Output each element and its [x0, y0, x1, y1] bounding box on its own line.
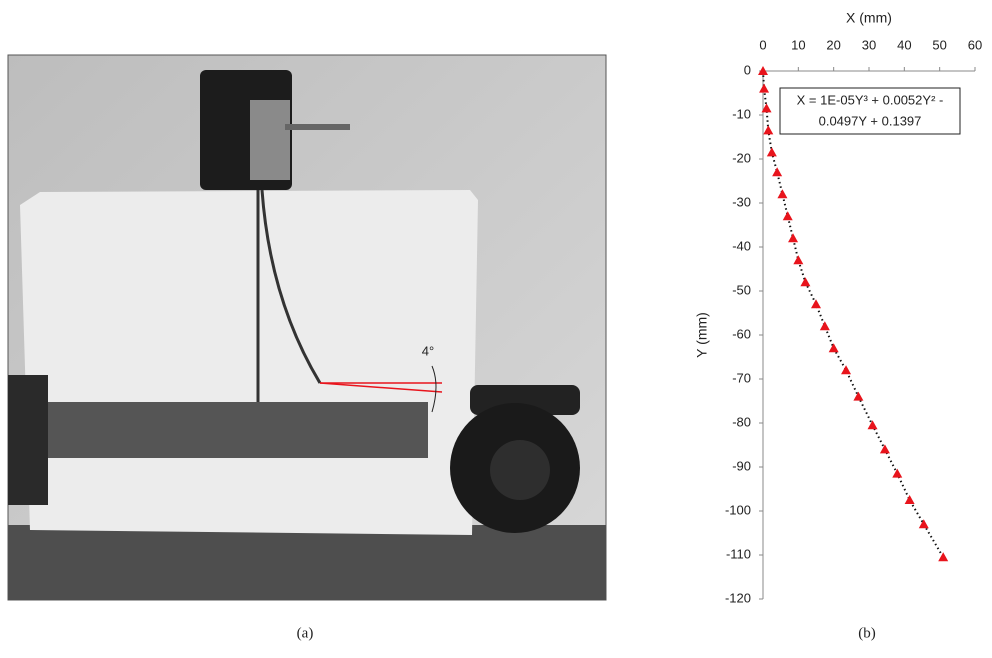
paper-block	[20, 190, 478, 535]
marker	[763, 125, 774, 135]
y-tick-label: -110	[726, 546, 751, 561]
x-tick-label: 20	[826, 37, 840, 52]
panel-label: (b)	[858, 625, 876, 641]
y-tick-label: -50	[732, 282, 751, 297]
y-tick-label: 0	[744, 62, 751, 77]
specimen	[256, 189, 322, 402]
angle-arc	[431, 365, 437, 413]
angle-label: 4°	[422, 343, 434, 358]
marker	[772, 167, 783, 177]
y-tick-label: -60	[732, 326, 751, 341]
x-tick-label: 40	[897, 37, 911, 52]
marker	[841, 365, 852, 375]
marker	[867, 420, 878, 430]
marker	[800, 277, 811, 287]
x-axis-label: X (mm)	[846, 10, 892, 26]
y-tick-label: -70	[732, 370, 751, 385]
marker	[904, 495, 915, 504]
y-tick-label: -20	[732, 150, 751, 165]
marker	[758, 66, 768, 75]
angle-line	[319, 382, 443, 393]
marker	[782, 211, 793, 221]
y-tick-label: -10	[732, 106, 751, 121]
x-tick-label: 30	[862, 37, 876, 52]
marker	[793, 255, 804, 265]
marker	[938, 552, 949, 562]
caliper	[8, 375, 48, 505]
y-tick-label: -100	[725, 502, 751, 517]
equation: X = 1E-05Y³ + 0.0052Y² -	[797, 92, 944, 107]
marker	[918, 519, 929, 529]
x-tick-label: 60	[968, 37, 982, 52]
y-tick-label: -90	[732, 458, 751, 473]
wheel-hub	[490, 440, 550, 500]
marker	[811, 299, 821, 309]
y-tick-label: -80	[732, 414, 751, 429]
equation: 0.0497Y + 0.1397	[819, 113, 922, 128]
marker	[819, 321, 830, 331]
trendline	[762, 70, 945, 558]
y-tick-label: -120	[725, 590, 751, 605]
ruler	[18, 402, 428, 458]
y-axis-label: Y (mm)	[694, 312, 710, 358]
marker	[892, 468, 903, 478]
marker	[828, 343, 839, 353]
y-tick-label: -30	[732, 194, 751, 209]
marker	[761, 103, 772, 113]
marker	[879, 444, 890, 454]
clamp-plate	[250, 100, 290, 180]
panel-label: (a)	[297, 625, 314, 641]
marker	[766, 147, 777, 157]
x-tick-label: 10	[791, 37, 805, 52]
floor	[8, 525, 606, 600]
y-tick-label: -40	[732, 238, 751, 253]
marker	[853, 391, 864, 401]
equation-box	[779, 87, 961, 135]
marker	[759, 83, 770, 93]
photo: 4°	[7, 54, 607, 601]
marker	[788, 233, 799, 243]
x-tick-label: 50	[932, 37, 946, 52]
marker	[777, 189, 788, 199]
x-tick-label: 0	[759, 37, 766, 52]
